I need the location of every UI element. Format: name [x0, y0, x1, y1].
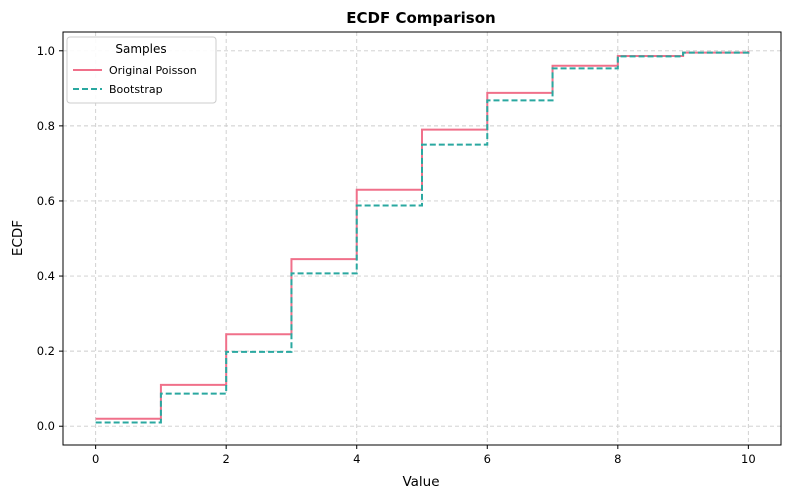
x-tick-label: 2	[223, 452, 230, 466]
series-layer	[95, 50, 750, 424]
x-tick-label: 0	[92, 452, 99, 466]
x-axis: 0 2 4 6 8 10	[92, 445, 756, 466]
x-tick-label: 10	[741, 452, 756, 466]
legend-label-bootstrap: Bootstrap	[109, 83, 163, 96]
plot-area-frame	[62, 31, 782, 446]
x-tick-label: 8	[614, 452, 621, 466]
y-tick-label: 1.0	[37, 44, 55, 58]
y-axis-title: ECDF	[10, 220, 26, 256]
legend-label-original-poisson: Original Poisson	[109, 64, 197, 77]
chart-title: ECDF Comparison	[346, 9, 495, 27]
y-tick-label: 0.0	[37, 419, 55, 433]
y-tick-label: 0.2	[37, 344, 55, 358]
legend-title: Samples	[115, 42, 166, 56]
x-axis-title: Value	[402, 474, 439, 490]
x-tick-label: 6	[484, 452, 491, 466]
y-tick-label: 0.6	[37, 194, 55, 208]
x-tick-label: 4	[353, 452, 360, 466]
series-line-bootstrap	[95, 50, 750, 424]
y-tick-label: 0.8	[37, 119, 55, 133]
legend-box	[66, 36, 217, 104]
series-line-original-poisson	[95, 50, 750, 420]
y-axis: 0.0 0.2 0.4 0.6 0.8 1.0	[37, 44, 63, 433]
legend: Samples Original Poisson Bootstrap	[66, 36, 217, 104]
y-tick-label: 0.4	[37, 269, 55, 283]
